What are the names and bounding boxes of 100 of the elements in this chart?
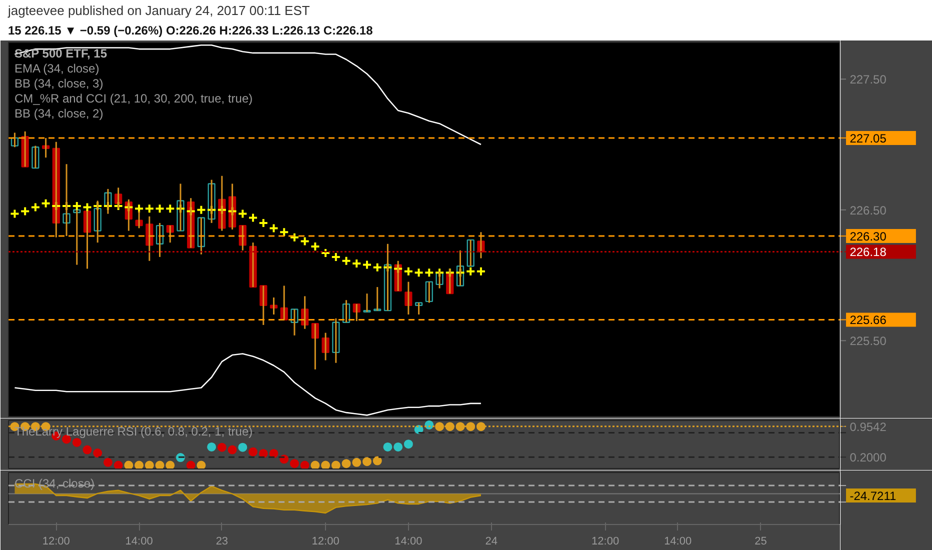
x-tick-label: 12:00 — [312, 536, 340, 548]
point — [414, 268, 424, 278]
point — [30, 202, 40, 212]
point — [227, 206, 238, 216]
point — [216, 204, 227, 215]
point — [62, 200, 72, 211]
point — [82, 445, 92, 454]
annotation: BB (34, close, 3) — [14, 76, 104, 90]
point — [341, 256, 352, 266]
point — [186, 206, 196, 216]
point — [93, 448, 102, 458]
annotation: EMA (34, close) — [14, 62, 100, 76]
point — [372, 262, 382, 272]
point — [72, 438, 82, 447]
annotation: BB (34, close, 2) — [14, 106, 104, 120]
point — [383, 442, 392, 452]
point — [92, 200, 103, 211]
point — [144, 204, 154, 214]
x-tick-label: 23 — [216, 536, 228, 548]
point — [434, 268, 445, 278]
point — [321, 460, 330, 468]
y-tick-label: 0.9542 — [850, 420, 887, 434]
point — [279, 227, 290, 238]
point — [258, 218, 268, 228]
point — [134, 204, 144, 214]
ref-line-label: 226.30 — [850, 230, 887, 244]
point — [393, 264, 404, 274]
point — [268, 223, 279, 234]
point — [186, 460, 196, 468]
point — [248, 212, 258, 223]
line-series — [14, 353, 482, 416]
point — [82, 202, 92, 212]
point — [114, 460, 123, 468]
x-tick-label: 14:00 — [125, 536, 153, 548]
chart-title: jagteevee published on January 24, 2017 00:11 EST — [6, 3, 310, 18]
point — [435, 422, 444, 432]
point — [476, 266, 486, 276]
point — [342, 459, 351, 468]
point — [424, 268, 434, 278]
y-tick-label: 225.50 — [850, 334, 887, 348]
point — [196, 460, 206, 468]
point — [238, 442, 248, 452]
x-tick-label: 24 — [485, 536, 498, 548]
point — [362, 260, 372, 270]
x-tick-label: 14:00 — [394, 536, 422, 548]
point — [455, 268, 466, 278]
point — [394, 442, 403, 452]
ref-line-label: 226.18 — [850, 245, 887, 260]
x-tick-label: 14:00 — [664, 536, 692, 548]
point — [228, 445, 237, 454]
point — [206, 204, 217, 215]
y-tick-label: 227.50 — [850, 72, 887, 87]
candlestick — [363, 292, 371, 313]
x-tick-label: 25 — [754, 536, 767, 548]
chart-subtitle: 15 226.15 ▼ −0.59 (−0.26%) O:226.26 H:226.33 L:226.13 C:226.18 — [8, 24, 374, 38]
point — [102, 200, 113, 211]
point — [466, 422, 476, 432]
point — [382, 262, 393, 272]
y-tick-label: 226.50 — [850, 203, 887, 218]
ref-line-label: 225.66 — [850, 313, 887, 328]
point — [404, 440, 413, 449]
point — [134, 460, 144, 468]
point — [154, 204, 165, 214]
point — [258, 448, 268, 458]
x-tick-label: 12:00 — [592, 536, 620, 548]
point — [362, 457, 372, 466]
point — [310, 460, 320, 468]
point — [331, 460, 340, 468]
text: -24.7211 — [850, 489, 897, 504]
point — [300, 236, 310, 246]
point — [155, 460, 164, 468]
point — [10, 208, 20, 219]
point — [444, 268, 455, 278]
point — [320, 248, 331, 258]
point — [51, 200, 62, 211]
point — [352, 458, 362, 467]
point — [248, 447, 258, 456]
point — [466, 266, 476, 276]
point — [310, 242, 320, 252]
point — [207, 442, 216, 452]
point — [238, 208, 248, 219]
point — [40, 198, 51, 208]
x-tick-label: 12:00 — [42, 536, 70, 548]
point — [352, 258, 362, 268]
point — [403, 266, 414, 276]
point — [269, 448, 278, 458]
point — [166, 460, 175, 468]
annotation: CM_%R and CCI (21, 10, 30, 200, true, true) — [14, 92, 253, 106]
point — [113, 200, 124, 211]
point — [103, 458, 112, 467]
y-tick-label: 0.2000 — [850, 450, 887, 465]
point — [300, 460, 310, 468]
ref-line-label: 227.05 — [850, 131, 887, 146]
point — [175, 204, 186, 214]
point — [217, 442, 226, 452]
point — [290, 459, 299, 468]
point — [72, 200, 82, 211]
point — [165, 204, 176, 214]
point — [144, 460, 154, 468]
point — [20, 206, 30, 216]
